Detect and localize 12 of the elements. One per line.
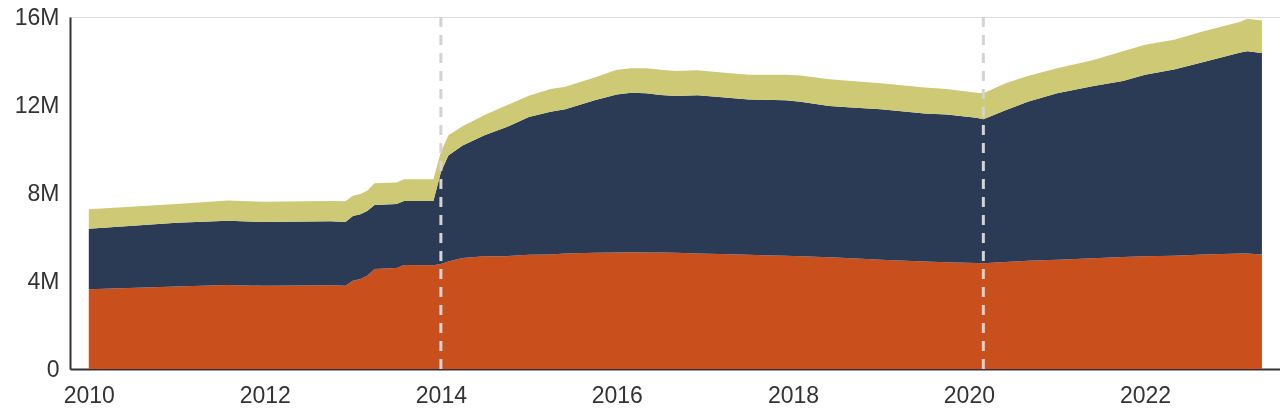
x-tick-label: 2012 [239,381,291,408]
y-tick-label: 16M [14,3,60,30]
y-tick-label: 0 [46,355,60,382]
x-tick-label: 2018 [767,381,820,408]
y-tick-label: 4M [27,267,60,294]
y-tick-label: 8M [27,179,60,206]
x-tick-label: 2014 [415,381,468,408]
y-tick-label: 12M [14,91,60,118]
x-tick-label: 2020 [943,381,995,408]
x-tick-label: 2022 [1119,381,1172,408]
x-tick-label: 2010 [63,381,115,408]
x-tick-label: 2016 [591,381,643,408]
